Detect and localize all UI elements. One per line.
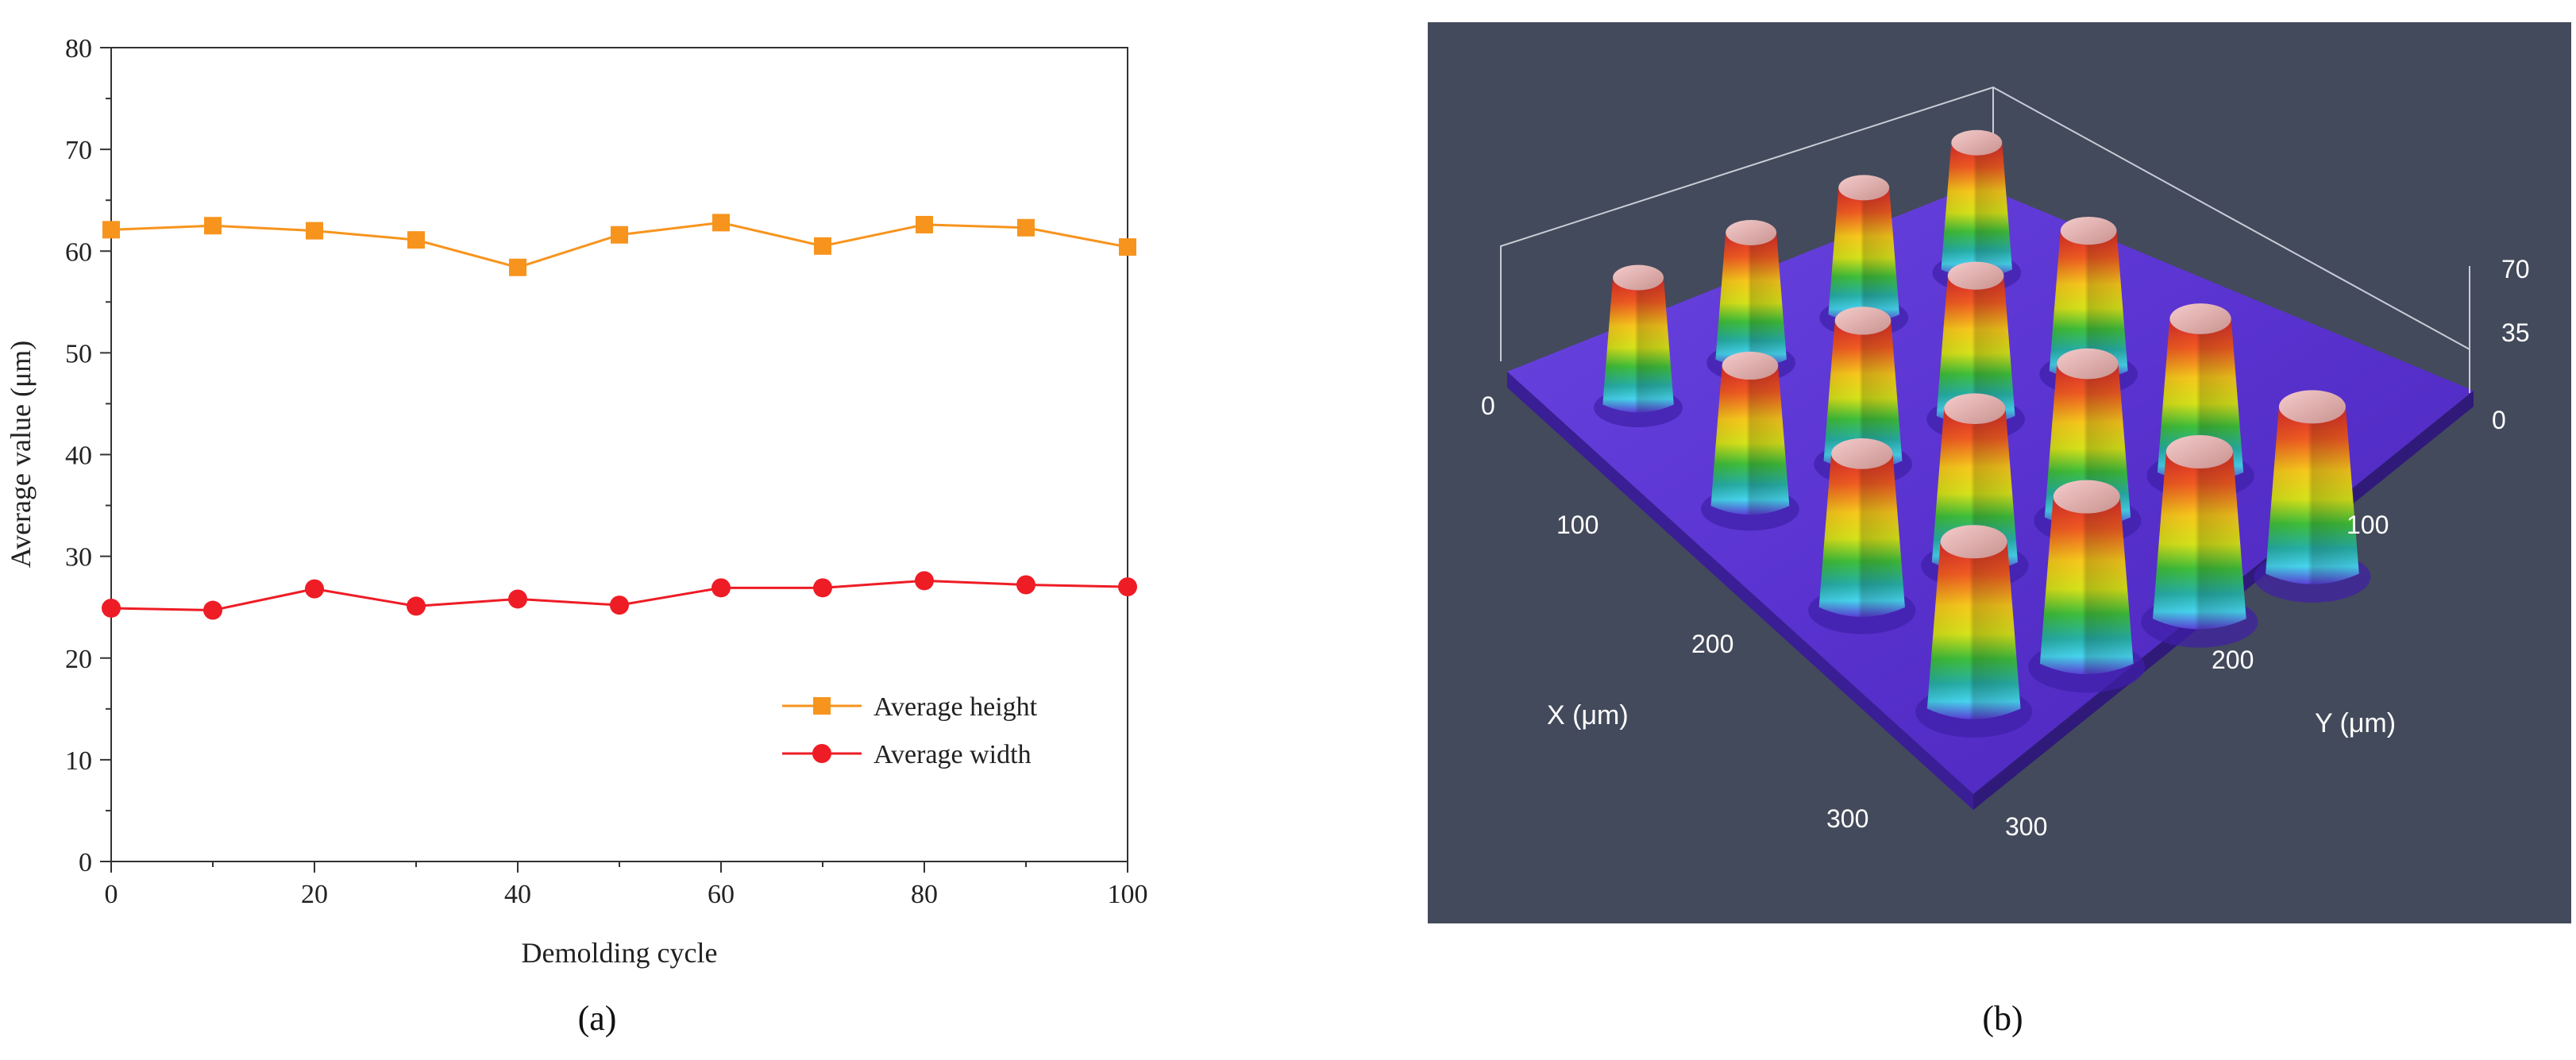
pillar-top — [1940, 525, 2007, 559]
pillar-top — [1831, 438, 1893, 469]
data-point-height — [611, 225, 628, 244]
x-axis: 0 20 40 60 80 100 — [105, 861, 1148, 909]
y-tick-label: 20 — [65, 645, 92, 674]
legend: Average height Average width — [782, 692, 1038, 769]
pillar-top — [1944, 393, 2006, 425]
data-point-height — [916, 215, 933, 233]
x-axis-3d: 0 100 200 300 X (μm) — [1481, 391, 1868, 833]
y-tick-label: 50 — [65, 339, 92, 368]
y-tick-label: 30 — [65, 543, 92, 572]
y-tick-label: 60 — [65, 237, 92, 267]
panel-label-b: (b) — [1982, 999, 2023, 1038]
data-point-width — [203, 600, 222, 620]
pillar-top — [2060, 216, 2117, 245]
data-point-width — [1016, 575, 1035, 595]
pillar-grid — [1594, 129, 2371, 738]
x-tick-label: 20 — [301, 880, 328, 909]
data-point-width — [102, 598, 121, 618]
y-axis-3d: 0 100 200 300 Y (μm) — [2005, 511, 2396, 841]
pillar-top — [2057, 348, 2119, 380]
pillar-shade — [1926, 542, 2021, 719]
legend-label-height: Average height — [873, 692, 1038, 722]
pillar-shade — [1715, 233, 1787, 368]
x-tick-label: 0 — [1481, 391, 1495, 420]
z-tick-label: 0 — [2492, 406, 2506, 434]
pillar-shade — [1602, 277, 1674, 413]
pillar-shade — [2039, 496, 2134, 675]
data-point-width — [711, 578, 731, 598]
x-axis-label-3d: X (μm) — [1547, 700, 1629, 730]
y-axis-label: Average value (μm) — [5, 341, 37, 569]
y-tick-label: 100 — [2347, 511, 2389, 539]
pillar-shade — [2153, 452, 2246, 630]
data-point-width — [813, 578, 832, 598]
data-point-height — [204, 217, 222, 235]
y-tick-label: 300 — [2005, 812, 2047, 841]
pillar-top — [2278, 390, 2346, 424]
pillar-shade — [1936, 276, 2015, 425]
legend-marker-width — [812, 744, 831, 763]
y-tick-label: 200 — [2212, 646, 2254, 674]
legend-label-width: Average width — [873, 740, 1032, 769]
pillar-top — [2053, 480, 2120, 514]
x-tick-label: 200 — [1691, 630, 1733, 658]
x-tick-label: 300 — [1826, 804, 1868, 833]
x-tick-label: 60 — [708, 880, 735, 909]
data-point-width — [508, 589, 527, 609]
pillar-shade — [1710, 365, 1790, 515]
y-axis-label-3d: Y (μm) — [2315, 708, 2396, 738]
y-tick-label: 10 — [65, 746, 92, 776]
series-group — [102, 214, 1137, 620]
pillar-shade — [2266, 407, 2359, 584]
y-tick-label: 80 — [65, 34, 92, 64]
data-point-height — [1119, 238, 1136, 256]
x-axis-label: Demolding cycle — [522, 937, 718, 969]
x-tick-label: 100 — [1556, 511, 1598, 539]
z-tick-label: 35 — [2501, 318, 2530, 347]
data-point-width — [610, 596, 629, 615]
y-tick-label: 0 — [79, 848, 92, 877]
data-point-height — [712, 214, 730, 232]
surface-3d-plot: 70 35 0 0 100 200 300 X (μm) 0 100 200 3… — [1428, 22, 2571, 923]
pillar-top — [1947, 261, 2004, 290]
pillar-top — [2169, 303, 2231, 334]
data-point-width — [1118, 577, 1137, 597]
chart-height-width: 0 10 20 30 40 50 60 70 80 0 20 40 60 80 100 Average v… — [5, 34, 1148, 969]
pillar-top — [1951, 129, 2003, 156]
data-point-height — [407, 231, 425, 249]
x-tick-label: 80 — [911, 880, 938, 909]
substrate-left-edge — [1507, 372, 1973, 810]
x-tick-label: 100 — [1108, 880, 1148, 909]
z-axis: 70 35 0 — [2469, 255, 2530, 434]
data-point-height — [1017, 218, 1035, 237]
pillar-shade — [1828, 187, 1899, 323]
pillar-shade — [1823, 320, 1903, 470]
data-point-height — [102, 221, 120, 239]
x-tick-label: 0 — [105, 880, 118, 909]
pillar-shade — [1941, 142, 2013, 278]
data-point-height — [509, 258, 526, 276]
pillar-top — [2165, 434, 2233, 469]
pillar-shade — [1818, 453, 1905, 617]
pillar-top — [1613, 264, 1664, 291]
pillar-top — [1722, 351, 1779, 380]
y-tick-label: 40 — [65, 441, 92, 471]
panel-label-a: (a) — [578, 999, 617, 1038]
x-tick-label: 40 — [504, 880, 531, 909]
data-point-height — [306, 222, 323, 240]
pillar-top — [1726, 220, 1777, 245]
y-axis: 0 10 20 30 40 50 60 70 80 — [65, 34, 111, 877]
data-point-width — [407, 596, 426, 616]
y-tick-label: 70 — [65, 136, 92, 165]
data-point-width — [305, 579, 324, 599]
z-tick-label: 70 — [2501, 255, 2530, 283]
data-point-height — [814, 237, 831, 255]
pillar-top — [1838, 175, 1890, 201]
data-point-width — [915, 571, 934, 591]
legend-marker-height — [813, 697, 831, 715]
pillar-top — [1834, 306, 1892, 335]
pillar-shade — [2049, 230, 2128, 380]
